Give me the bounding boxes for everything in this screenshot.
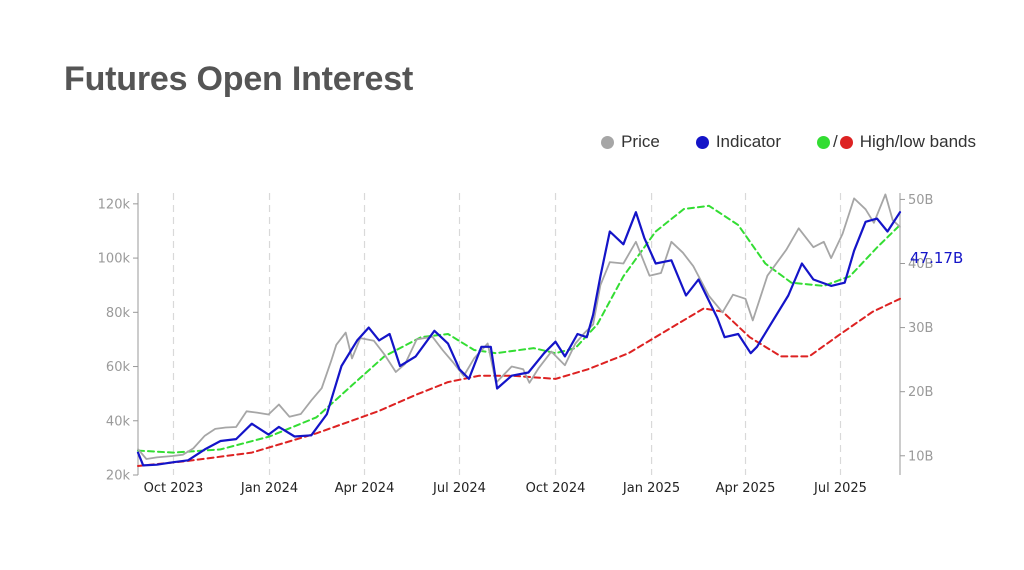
x-tick-label: Oct 2023 xyxy=(144,481,204,496)
chart-legend: Price Indicator / High/low bands xyxy=(565,132,976,152)
y-right-tick-label: 30B xyxy=(908,321,933,336)
x-tick-label: Apr 2024 xyxy=(335,481,395,496)
y-left-tick-label: 120k xyxy=(98,197,131,212)
price-dot-icon xyxy=(601,135,615,149)
x-tick-label: Jul 2025 xyxy=(813,481,867,496)
low-band-dot-icon xyxy=(839,135,853,149)
axes xyxy=(133,193,905,476)
y-right-tick-label: 40B xyxy=(908,257,933,272)
axis-labels: Oct 2023 Jan 2024 Apr 2024 Jul 2024 Oct 2024… xyxy=(98,193,964,496)
legend-item-bands[interactable]: / High/low bands xyxy=(817,132,976,152)
y-left-tick-label: 40k xyxy=(106,414,131,429)
x-tick-label: Oct 2024 xyxy=(526,481,586,496)
x-tick-label: Jan 2025 xyxy=(622,481,680,496)
indicator-last-value-label: 47.17B xyxy=(910,249,963,267)
y-left-tick-label: 60k xyxy=(106,360,131,375)
low-band-line xyxy=(137,297,901,467)
high-band-line xyxy=(137,204,901,454)
y-left-tick-label: 20k xyxy=(106,469,131,484)
indicator-line xyxy=(136,211,902,467)
price-line xyxy=(137,193,901,460)
legend-slash: / xyxy=(833,132,838,151)
y-right-tick-label: 50B xyxy=(908,193,933,208)
legend-item-indicator[interactable]: Indicator xyxy=(695,132,782,152)
grid-lines xyxy=(172,193,842,475)
series-layer xyxy=(136,193,902,467)
page-title: Futures Open Interest xyxy=(64,60,414,98)
x-tick-label: Jan 2024 xyxy=(240,481,298,496)
y-right-tick-label: 10B xyxy=(908,449,933,464)
y-left-tick-label: 100k xyxy=(98,252,131,267)
high-band-dot-icon xyxy=(817,135,831,149)
x-tick-label: Jul 2024 xyxy=(432,481,486,496)
legend-label-price: Price xyxy=(621,132,660,151)
y-right-tick-label: 20B xyxy=(908,385,933,400)
x-tick-label: Apr 2025 xyxy=(716,481,776,496)
legend-label-bands: High/low bands xyxy=(859,132,976,151)
y-left-tick-label: 80k xyxy=(106,306,131,321)
legend-label-indicator: Indicator xyxy=(715,132,782,151)
legend-item-price[interactable]: Price xyxy=(601,132,660,152)
indicator-dot-icon xyxy=(695,135,709,149)
